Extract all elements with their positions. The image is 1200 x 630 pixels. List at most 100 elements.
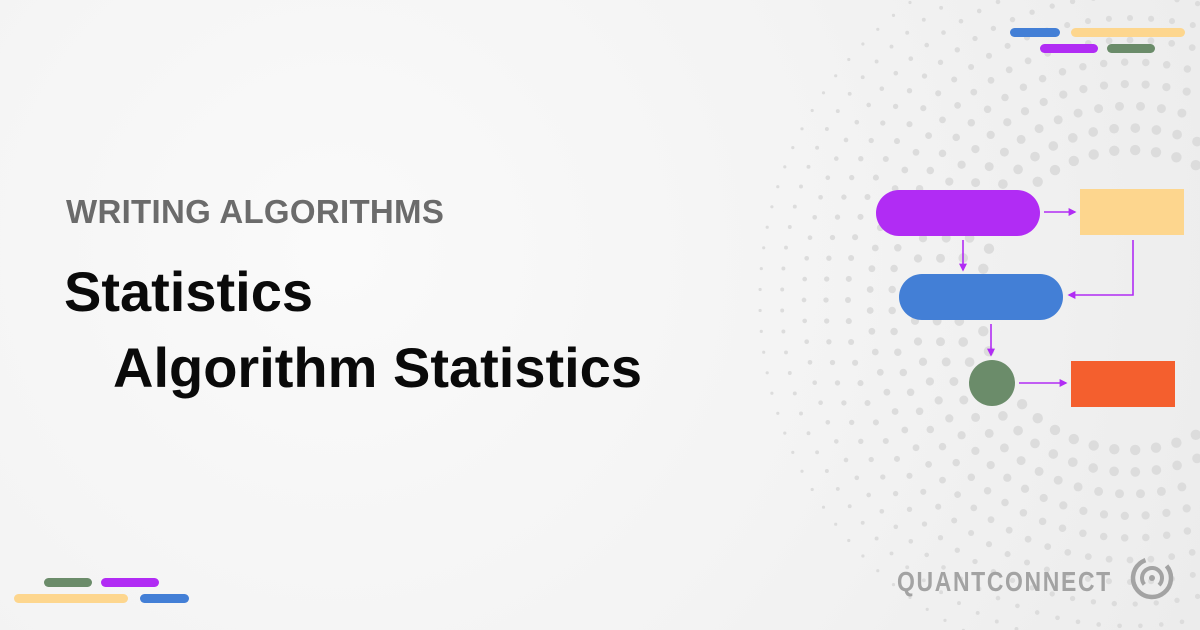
pattern-dot [1126,14,1134,22]
pattern-dot [1105,578,1112,585]
pattern-dot [882,155,889,163]
pattern-dot [1130,467,1141,477]
pattern-dot [968,529,975,537]
pattern-dot [972,558,978,565]
pattern-dot [943,618,947,623]
pattern-dot [941,357,951,367]
pattern-dot [1172,460,1182,471]
pattern-dot [954,47,960,53]
pattern-dot [799,184,803,189]
pattern-dot [957,431,966,440]
pattern-dot [871,244,879,252]
pattern-dot [829,359,836,366]
pattern-dot [849,174,855,181]
pattern-dot [959,395,969,405]
pattern-dot [958,337,969,347]
pattern-dot [1096,622,1102,627]
pattern-dot [967,118,976,127]
pattern-dot [987,516,995,524]
pattern-dot [1088,149,1099,160]
pattern-dot [1015,603,1020,609]
pattern-dot [1073,482,1083,492]
pattern-dot [1150,147,1162,158]
pattern-dot [783,431,787,435]
pattern-dot [1032,176,1043,187]
pattern-dot [787,371,792,375]
pattern-dot [1014,627,1019,630]
pattern-dot [1009,577,1016,584]
pattern-dot [1059,501,1068,510]
pattern-dot [858,156,864,162]
pattern-dot [845,275,852,282]
pattern-dot [908,538,914,544]
pattern-dot [995,595,1001,601]
pattern-dot [1049,424,1061,436]
pattern-dot [894,244,902,252]
pattern-dot [1147,37,1155,45]
pattern-dot [1003,473,1012,482]
pattern-dot [1003,118,1012,127]
pattern-dot [835,486,840,491]
pattern-dot [1109,444,1120,455]
pattern-dot [825,419,831,425]
pattern-dot [994,619,999,624]
pattern-dot [1064,571,1071,578]
pattern-dot [857,380,864,387]
pattern-dot [823,297,829,303]
pattern-dot [861,554,865,558]
pattern-dot [1079,62,1087,71]
pattern-dot [762,350,766,354]
pattern-dot [876,569,880,573]
pattern-dot [804,255,810,261]
pattern-dot [1079,529,1087,538]
pattern-dot [952,133,960,142]
pattern-dot [1079,84,1088,94]
pattern-dot [945,177,954,186]
pattern-dot [1120,79,1129,89]
pattern-dot [1162,508,1171,518]
pattern-dot [1005,66,1013,74]
pattern-dot [781,329,786,334]
pattern-dot [937,535,944,541]
pattern-dot [1174,0,1180,3]
pattern-dot [847,504,852,509]
pattern-dot [1099,532,1108,541]
pattern-dot [1109,123,1119,134]
flow-arrow-yellow-to-blue [1067,240,1134,299]
pattern-dot [924,552,930,558]
page-subtitle: Algorithm Statistics [113,336,642,399]
pattern-dot [952,458,960,467]
pattern-dot [893,455,901,462]
pattern-dot [1090,599,1097,605]
pattern-dot [941,30,946,35]
pattern-dot [1109,145,1120,156]
pattern-dot [1013,425,1023,436]
pattern-dot [925,461,932,468]
pattern-dot [1105,555,1113,563]
pattern-dot [920,105,927,112]
pattern-dot [1088,127,1099,137]
pattern-dot [1126,36,1134,44]
pattern-dot [765,371,769,375]
pattern-dot [967,473,976,482]
pattern-dot [954,491,961,498]
pattern-dot [826,255,832,261]
pattern-dot [848,338,855,346]
pattern-dot [847,57,851,62]
pattern-dot [843,457,849,463]
pattern-dot [915,407,924,416]
pattern-dot [801,297,807,303]
pattern-dot [1190,160,1200,171]
pattern-dot [860,75,865,80]
pattern-dot [818,194,823,200]
pattern-dot [1079,506,1088,516]
pattern-dot [880,474,886,480]
pattern-dot [802,318,808,324]
pattern-dot [976,586,982,592]
pattern-dot [951,76,958,83]
pattern-dot [854,475,860,481]
pattern-dot [1048,141,1059,151]
pattern-dot [1130,123,1141,133]
pattern-dot [1091,0,1096,1]
